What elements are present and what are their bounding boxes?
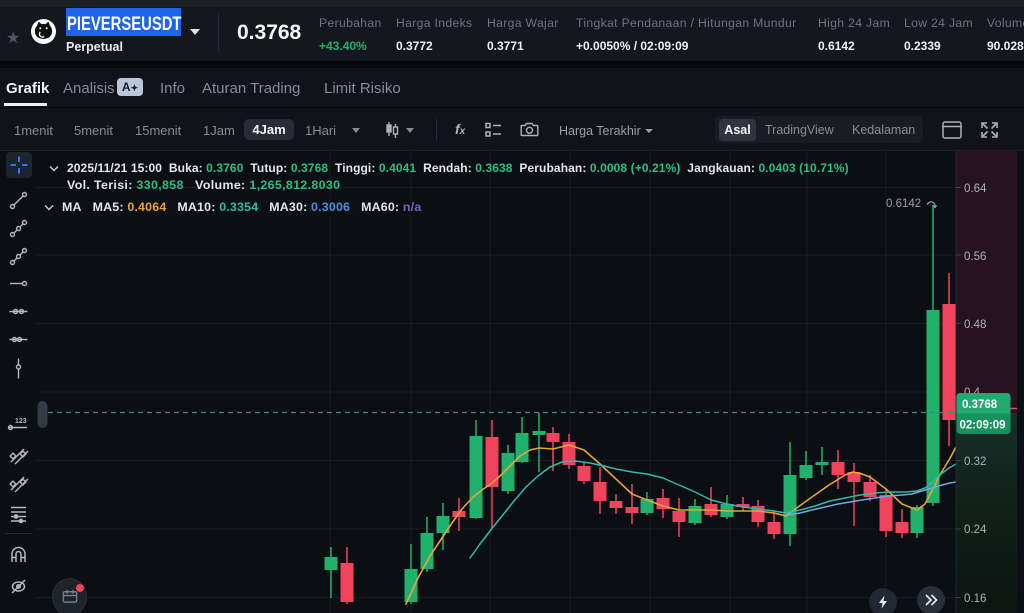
- svg-text:0.48: 0.48: [964, 319, 986, 331]
- svg-text:02:09:09: 02:09:09: [960, 420, 1006, 432]
- svg-text:0.16: 0.16: [964, 593, 986, 605]
- svg-text:0.24: 0.24: [964, 524, 987, 536]
- svg-text:0.32: 0.32: [964, 456, 986, 468]
- svg-text:0.3768: 0.3768: [962, 399, 998, 411]
- svg-text:0.6142: 0.6142: [886, 198, 921, 210]
- svg-text:123: 123: [15, 418, 27, 425]
- svg-text:0.64: 0.64: [964, 183, 987, 195]
- svg-text:0.56: 0.56: [964, 251, 986, 263]
